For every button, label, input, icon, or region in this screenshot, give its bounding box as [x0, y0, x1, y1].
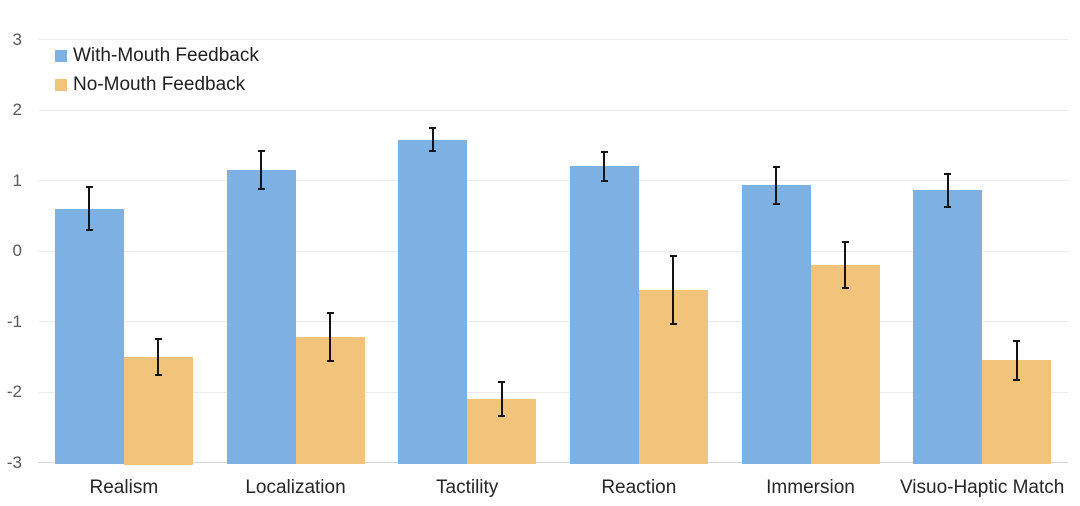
error-bar-with-mouth-feedback-realism [85, 186, 93, 232]
y-tick-label-3: 3 [12, 29, 22, 49]
category-label-tactility: Tactility [436, 477, 499, 498]
error-bar-no-mouth-feedback-localization [326, 311, 334, 363]
error-bar-no-mouth-feedback-reaction [669, 254, 677, 326]
y-tick-label-2: 2 [12, 100, 22, 119]
error-bar-cap-bottom [85, 229, 93, 232]
error-bar-line [329, 311, 331, 363]
error-bar-line [500, 380, 503, 418]
error-bar-with-mouth-feedback-visuo-haptic-match [944, 172, 952, 208]
gridline-y-1 [38, 321, 1068, 322]
bar-with-mouth-feedback-realism [54, 208, 124, 465]
error-bar-line [88, 186, 91, 232]
gridline-y-0 [38, 250, 1068, 252]
error-bar-line [775, 165, 777, 206]
legend-swatch-no-mouth-icon [55, 78, 67, 91]
gridline-y-1 [38, 180, 1068, 181]
legend: With-Mouth Feedback No-Mouth Feedback [55, 45, 259, 95]
legend-label-with-mouth-feedback: With-Mouth Feedback [73, 45, 259, 66]
error-bar-cap-bottom [944, 205, 952, 208]
error-bar-no-mouth-feedback-visuo-haptic-match [1013, 339, 1021, 381]
error-bar-with-mouth-feedback-localization [257, 150, 265, 190]
y-tick-label-0: 0 [12, 241, 22, 260]
error-bar-cap-top [154, 337, 162, 340]
error-bar-cap-top [429, 126, 437, 129]
y-tick-label-1: -1 [6, 311, 22, 331]
legend-item-with-mouth-feedback: With-Mouth Feedback [55, 45, 259, 66]
error-bar-cap-bottom [257, 187, 265, 190]
error-bar-cap-bottom [600, 179, 608, 182]
gridline-y-2 [38, 391, 1068, 393]
error-bar-line [431, 126, 434, 153]
y-tick-label-1: 1 [12, 170, 22, 190]
error-bar-cap-bottom [326, 360, 334, 363]
error-bar-line [1015, 339, 1018, 381]
error-bar-line [946, 172, 949, 208]
error-bar-cap-top [669, 254, 677, 257]
bar-with-mouth-feedback-reaction [569, 166, 639, 465]
error-bar-cap-top [85, 186, 93, 189]
legend-item-no-mouth-feedback: No-Mouth Feedback [55, 74, 259, 95]
error-bar-line [603, 150, 606, 182]
bar-no-mouth-feedback-immersion [810, 265, 880, 465]
error-bar-line [260, 150, 262, 190]
error-bar-cap-top [772, 165, 780, 168]
gridline-y-2 [38, 109, 1068, 111]
bar-with-mouth-feedback-localization [226, 169, 296, 465]
error-bar-cap-top [326, 311, 334, 314]
error-bar-cap-top [498, 380, 506, 383]
legend-swatch-with-mouth-icon [55, 49, 67, 62]
error-bar-cap-top [600, 150, 608, 153]
y-tick-label-2: -2 [6, 382, 22, 401]
error-bar-cap-bottom [669, 323, 677, 326]
error-bar-cap-bottom [498, 415, 506, 418]
x-axis-line [38, 462, 1068, 463]
error-bar-cap-bottom [772, 203, 780, 206]
error-bar-cap-top [944, 172, 952, 175]
category-label-immersion: Immersion [766, 477, 855, 498]
error-bar-cap-bottom [841, 287, 849, 290]
error-bar-cap-top [257, 150, 265, 153]
error-bar-with-mouth-feedback-immersion [772, 165, 780, 206]
error-bar-line [157, 337, 160, 376]
error-bar-with-mouth-feedback-reaction [600, 150, 608, 182]
bar-with-mouth-feedback-visuo-haptic-match [913, 190, 983, 465]
error-bar-no-mouth-feedback-realism [154, 337, 162, 376]
error-bar-with-mouth-feedback-tactility [429, 126, 437, 153]
bar-with-mouth-feedback-immersion [741, 185, 811, 465]
error-bar-no-mouth-feedback-tactility [498, 380, 506, 418]
error-bar-cap-top [1013, 339, 1021, 342]
legend-label-no-mouth-feedback: No-Mouth Feedback [73, 74, 246, 95]
category-label-localization: Localization [245, 477, 346, 498]
error-bar-line [672, 254, 675, 326]
error-bar-cap-bottom [154, 373, 162, 376]
gridline-y-3 [38, 39, 1068, 40]
error-bar-cap-top [841, 241, 849, 244]
y-tick-label-3: -3 [6, 452, 22, 472]
bar-with-mouth-feedback-tactility [398, 139, 468, 465]
error-bar-cap-bottom [1013, 378, 1021, 381]
category-label-reaction: Reaction [601, 477, 677, 498]
error-bar-cap-bottom [429, 150, 437, 153]
category-label-realism: Realism [89, 477, 159, 498]
category-label-visuo-haptic-match: Visuo-Haptic Match [899, 477, 1065, 498]
error-bar-no-mouth-feedback-immersion [841, 241, 849, 290]
error-bar-line [844, 241, 846, 290]
